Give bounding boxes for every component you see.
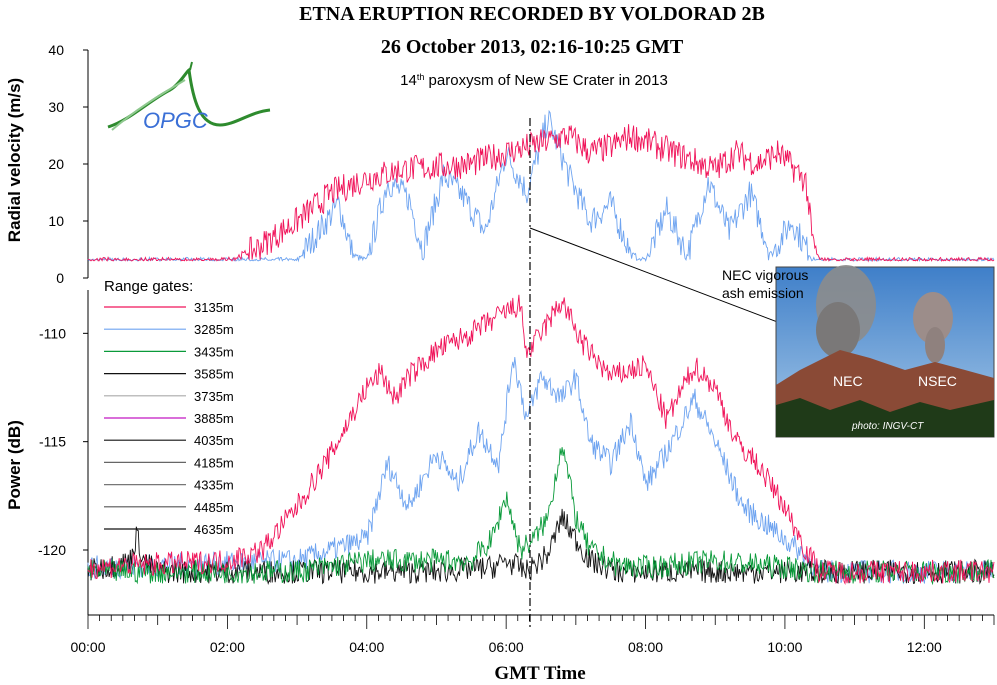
annotation-text-1: NEC vigorous: [722, 267, 808, 283]
power-tick-label: -115: [39, 434, 66, 450]
power-tick-label: -110: [39, 325, 66, 341]
velocity-tick-label: 10: [48, 213, 64, 229]
photo-label-nec: NEC: [833, 373, 863, 389]
x-tick-label: 04:00: [349, 639, 384, 655]
legend-title: Range gates:: [104, 278, 193, 295]
legend-item-4485m: 4485m: [194, 500, 234, 515]
legend-item-4635m: 4635m: [194, 522, 234, 537]
x-tick-label: 02:00: [210, 639, 245, 655]
annotation-text-2: ash emission: [722, 285, 804, 301]
legend-item-4035m: 4035m: [194, 433, 234, 448]
velocity-tick-label: 40: [48, 42, 64, 58]
x-axis-label: GMT Time: [494, 663, 585, 684]
legend-item-3435m: 3435m: [194, 344, 234, 359]
velocity-series: [87, 109, 995, 263]
series-line-3135m: [87, 294, 995, 586]
velocity-tick-label: 0: [56, 270, 64, 286]
power-ylabel: Power (dB): [5, 420, 24, 510]
velocity-tick-label: 20: [48, 156, 64, 172]
velocity-ylabel: Radial velocity (m/s): [5, 78, 24, 242]
series-line-3585m: [87, 508, 995, 586]
chart-title: ETNA ERUPTION RECORDED BY VOLDORAD 2B: [299, 3, 765, 25]
velocity-tick-label: 30: [48, 99, 64, 115]
legend-item-3735m: 3735m: [194, 389, 234, 404]
photo-label-nsec: NSEC: [918, 373, 957, 389]
x-tick-label: 10:00: [767, 639, 802, 655]
legend-item-3285m: 3285m: [194, 322, 234, 337]
x-tick-label: 00:00: [70, 639, 105, 655]
logo-text: OPGC: [143, 108, 208, 133]
power-axis: -110 -115 -120 00:00 02:00 04:00 06:00 08:00 10…: [38, 290, 995, 655]
chart-subtitle: 26 October 2013, 02:16-10:25 GMT: [381, 36, 684, 58]
legend-item-4185m: 4185m: [194, 455, 234, 470]
x-tick-label: 12:00: [907, 639, 942, 655]
photo-inset: NEC NSEC photo: INGV-CT: [775, 265, 995, 438]
photo-credit: photo: INGV-CT: [851, 421, 924, 432]
power-series: [87, 294, 995, 586]
legend: Range gates: 3135m 3285m 3435m 3585m 3735m 38…: [104, 278, 234, 537]
legend-item-4335m: 4335m: [194, 478, 234, 493]
legend-item-3885m: 3885m: [194, 411, 234, 426]
x-tick-label: 08:00: [628, 639, 663, 655]
legend-item-3585m: 3585m: [194, 367, 234, 382]
x-tick-label: 06:00: [489, 639, 524, 655]
chart-caption: 14th paroxysm of New SE Crater in 2013: [400, 72, 668, 89]
opgc-logo: OPGC: [107, 61, 271, 133]
series-line-3135m: [87, 124, 995, 263]
power-tick-label: -120: [38, 542, 66, 558]
legend-item-3135m: 3135m: [194, 300, 234, 315]
velocity-axis: 0 10 20 30 40: [48, 42, 89, 286]
